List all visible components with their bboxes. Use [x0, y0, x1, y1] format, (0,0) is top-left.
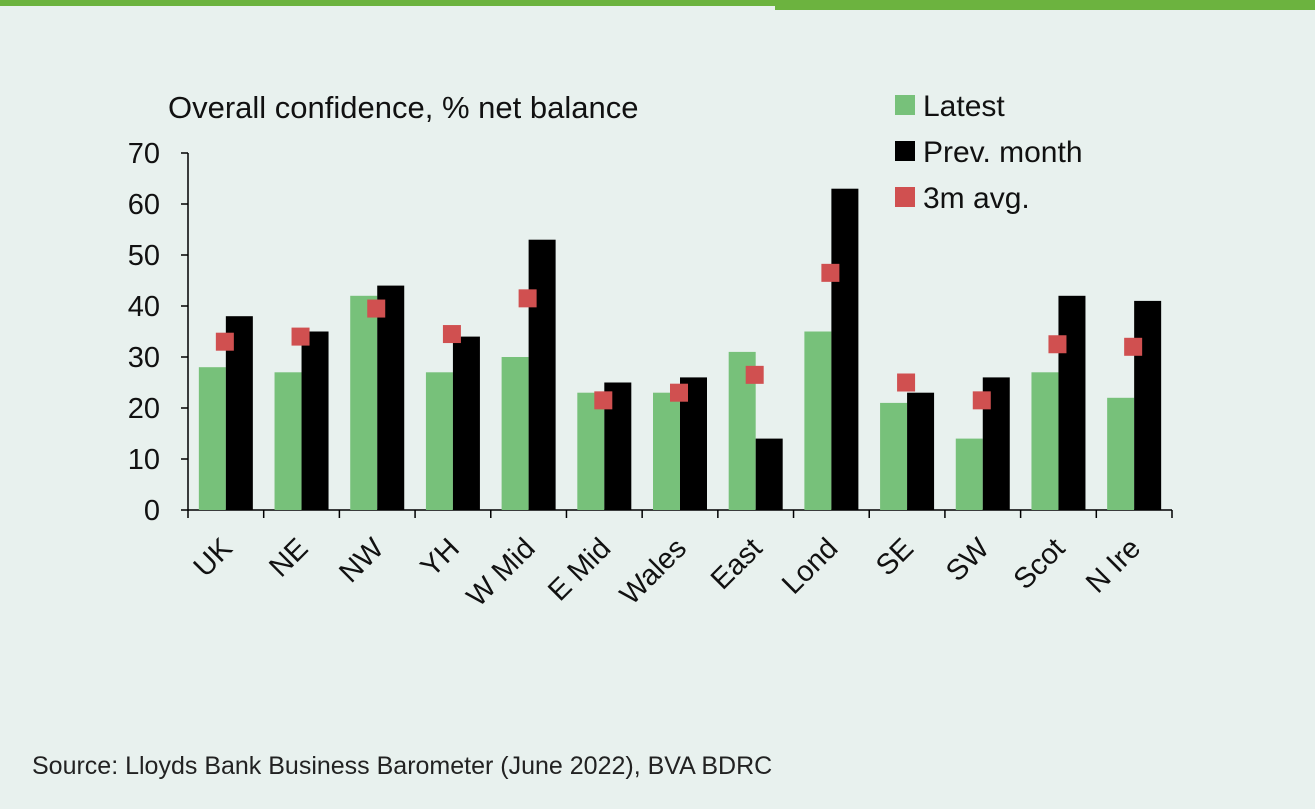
- x-category-label: SE: [870, 532, 920, 582]
- bar-latest-3: [425, 372, 453, 510]
- x-category-label: W Mid: [461, 532, 542, 613]
- marker-3m-avg-6: [670, 383, 688, 402]
- marker-3m-avg-8: [821, 263, 840, 282]
- marker-3m-avg-9: [897, 373, 916, 392]
- legend-swatch-1: [895, 141, 915, 161]
- x-axis: [187, 509, 1173, 518]
- marker-3m-avg-11: [1048, 335, 1067, 354]
- x-category-label: East: [705, 532, 769, 596]
- source-note: Source: Lloyds Bank Business Barometer (…: [32, 752, 773, 780]
- y-tick-label: 50: [128, 240, 160, 272]
- marker-3m-avg-1: [291, 327, 310, 346]
- y-tick-label: 60: [128, 189, 160, 221]
- top-accent-bar-right: [775, 0, 1315, 10]
- legend: Latest Prev. month 3m avg.: [895, 90, 1083, 215]
- marker-3m-avg-7: [745, 365, 764, 384]
- marker-3m-avg-0: [215, 332, 234, 351]
- y-tick-label: 20: [128, 393, 160, 425]
- bar-prev-month-3: [452, 336, 480, 510]
- x-category-label: SW: [940, 532, 996, 588]
- legend-label-1: Prev. month: [923, 136, 1083, 169]
- chart-title: Overall confidence, % net balance: [168, 90, 638, 125]
- legend-swatch-2: [895, 187, 915, 207]
- marker-3m-avg-4: [518, 289, 537, 308]
- bar-latest-6: [653, 392, 680, 510]
- x-category-label: N Ire: [1080, 532, 1147, 599]
- bar-prev-month-9: [907, 392, 935, 510]
- top-accent-bar: [0, 0, 1315, 10]
- bar-latest-10: [955, 438, 983, 510]
- marker-3m-avg-2: [367, 299, 386, 318]
- bar-latest-2: [350, 295, 378, 510]
- bar-latest-9: [880, 402, 908, 510]
- y-tick-label: 30: [128, 342, 160, 374]
- legend-swatch-0: [895, 95, 915, 115]
- bar-prev-month-1: [301, 331, 329, 510]
- bar-latest-12: [1107, 397, 1135, 510]
- x-category-label: E Mid: [542, 532, 617, 607]
- bar-prev-month-2: [377, 285, 405, 510]
- y-tick-label: 40: [128, 291, 160, 323]
- bar-latest-4: [501, 357, 529, 510]
- marker-3m-avg-5: [594, 391, 613, 410]
- y-tick-label: 0: [144, 495, 160, 527]
- bar-prev-month-11: [1058, 295, 1086, 510]
- top-accent-bar-left: [0, 0, 775, 6]
- legend-label-0: Latest: [923, 90, 1005, 123]
- bar-latest-1: [274, 372, 302, 510]
- marker-3m-avg-10: [972, 391, 991, 410]
- bar-prev-month-7: [755, 438, 783, 510]
- x-category-label: Scot: [1008, 532, 1072, 596]
- bars: [198, 188, 1162, 510]
- y-tick-label: 10: [128, 444, 160, 476]
- x-category-label: YH: [415, 532, 466, 583]
- bar-prev-month-8: [831, 188, 859, 510]
- bar-latest-5: [577, 392, 605, 510]
- bar-prev-month-4: [528, 239, 556, 510]
- x-category-label: NE: [263, 532, 314, 583]
- legend-label-2: 3m avg.: [923, 182, 1030, 215]
- x-category-label: UK: [188, 532, 240, 584]
- bar-latest-11: [1031, 372, 1059, 510]
- x-category-label: NW: [333, 532, 390, 589]
- bar-latest-8: [804, 331, 832, 510]
- marker-3m-avg-12: [1124, 337, 1143, 356]
- bar-prev-month-12: [1134, 300, 1162, 510]
- y-tick-label: 70: [128, 138, 160, 170]
- markers: [215, 263, 1143, 410]
- x-category-label: Lond: [776, 532, 844, 600]
- y-axis: 0 10 20 30 40 50 60 70: [128, 138, 189, 527]
- x-category-label: Wales: [614, 532, 693, 611]
- marker-3m-avg-3: [442, 325, 461, 344]
- bar-latest-0: [198, 367, 226, 510]
